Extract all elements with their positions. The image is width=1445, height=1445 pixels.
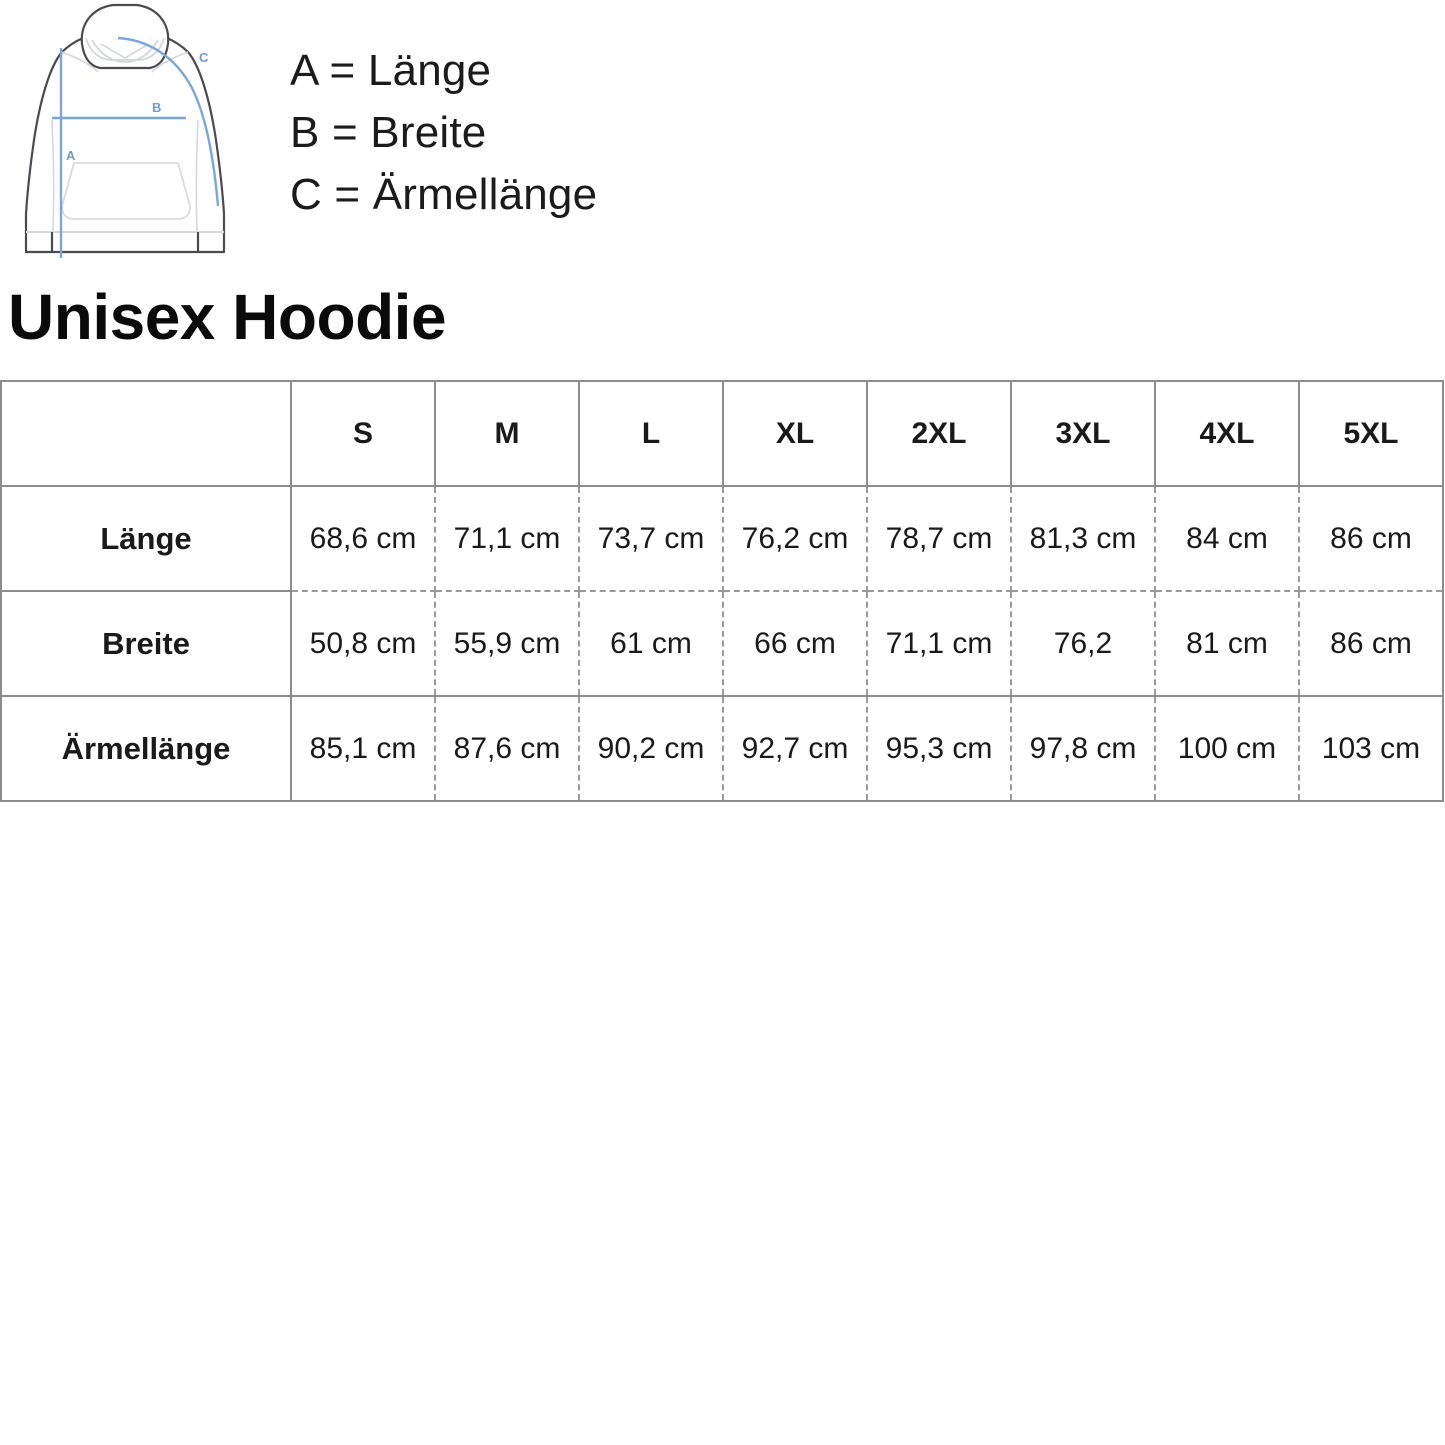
column-header-m: M	[435, 381, 580, 487]
cell-breite-l: 61 cm	[579, 591, 724, 697]
page-title: Unisex Hoodie	[8, 281, 447, 353]
legend-line-b: B = Breite	[290, 108, 487, 158]
cell-aermellaenge-l: 90,2 cm	[579, 696, 724, 801]
cell-aermellaenge-xl: 92,7 cm	[723, 696, 868, 801]
cell-laenge-m: 71,1 cm	[435, 486, 580, 592]
diagram-legend-area: A B C A = Länge B = Breite C = Ärmelläng…	[0, 0, 1445, 272]
cell-breite-5xl: 86 cm	[1299, 591, 1443, 697]
table-row: Länge 68,6 cm 71,1 cm 73,7 cm 76,2 cm 78…	[1, 486, 1443, 592]
table-row: Ärmellänge 85,1 cm 87,6 cm 90,2 cm 92,7 …	[1, 696, 1443, 801]
column-header-l: L	[579, 381, 724, 487]
table-header-row: S M L XL 2XL 3XL 4XL 5XL	[1, 381, 1443, 487]
measurement-legend: A = Länge B = Breite C = Ärmellänge	[250, 0, 1445, 219]
cell-laenge-s: 68,6 cm	[291, 486, 436, 592]
cell-laenge-3xl: 81,3 cm	[1011, 486, 1156, 592]
cell-breite-2xl: 71,1 cm	[867, 591, 1012, 697]
column-header-3xl: 3XL	[1011, 381, 1156, 487]
cell-aermellaenge-m: 87,6 cm	[435, 696, 580, 801]
cell-breite-m: 55,9 cm	[435, 591, 580, 697]
column-header-xl: XL	[723, 381, 868, 487]
svg-text:C: C	[199, 50, 209, 65]
cell-aermellaenge-3xl: 97,8 cm	[1011, 696, 1156, 801]
size-chart-table: S M L XL 2XL 3XL 4XL 5XL Länge 68,6 cm 7…	[0, 380, 1444, 802]
column-header-s: S	[291, 381, 436, 487]
cell-breite-4xl: 81 cm	[1155, 591, 1300, 697]
legend-line-c: C = Ärmellänge	[290, 170, 598, 220]
svg-text:B: B	[152, 100, 161, 115]
column-header-4xl: 4XL	[1155, 381, 1300, 487]
row-label-aermellaenge: Ärmellänge	[1, 696, 292, 801]
cell-breite-s: 50,8 cm	[291, 591, 436, 697]
column-header-5xl: 5XL	[1299, 381, 1443, 487]
cell-breite-xl: 66 cm	[723, 591, 868, 697]
hoodie-measurement-diagram: A B C	[0, 0, 250, 272]
svg-text:A: A	[66, 148, 76, 163]
cell-laenge-l: 73,7 cm	[579, 486, 724, 592]
cell-breite-3xl: 76,2	[1011, 591, 1156, 697]
table-row: Breite 50,8 cm 55,9 cm 61 cm 66 cm 71,1 …	[1, 591, 1443, 697]
column-header-2xl: 2XL	[867, 381, 1012, 487]
cell-aermellaenge-2xl: 95,3 cm	[867, 696, 1012, 801]
cell-laenge-2xl: 78,7 cm	[867, 486, 1012, 592]
cell-aermellaenge-5xl: 103 cm	[1321, 731, 1421, 765]
cell-laenge-4xl: 84 cm	[1155, 486, 1300, 592]
cell-laenge-xl: 76,2 cm	[723, 486, 868, 592]
cell-aermellaenge-4xl: 100 cm	[1155, 696, 1300, 801]
legend-line-a: A = Länge	[290, 46, 492, 95]
size-chart-table-wrap: S M L XL 2XL 3XL 4XL 5XL Länge 68,6 cm 7…	[0, 380, 1444, 802]
cell-laenge-5xl: 86 cm	[1299, 486, 1443, 592]
row-label-laenge: Länge	[1, 486, 292, 592]
row-label-breite: Breite	[1, 591, 292, 697]
cell-aermellaenge-s: 85,1 cm	[291, 696, 436, 801]
table-corner-cell	[1, 381, 292, 487]
